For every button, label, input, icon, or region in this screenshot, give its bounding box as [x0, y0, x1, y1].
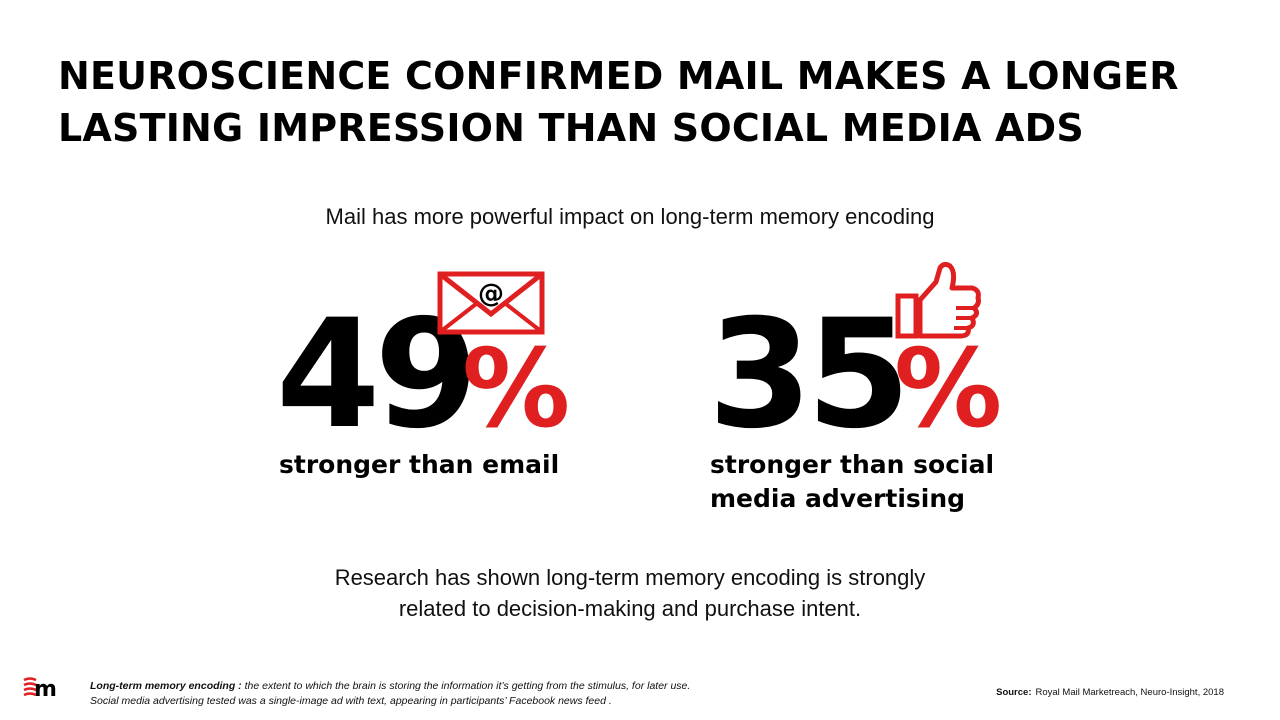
footnote-definition: the extent to which the brain is storing… [241, 680, 691, 692]
slide-subtitle: Mail has more powerful impact on long-te… [325, 204, 935, 229]
stat-label-line-1: stronger than social [710, 450, 995, 479]
footnote-line-1: Long-term memory encoding : the extent t… [90, 679, 890, 694]
research-statement: Research has shown long-term memory enco… [0, 562, 1260, 624]
stat-value: 35 [708, 288, 911, 462]
svg-text:@: @ [478, 279, 504, 309]
source-text: Royal Mail Marketreach, Neuro-Insight, 2… [1035, 687, 1224, 698]
stat-label-line-2: media advertising [710, 484, 966, 513]
footnote-line-2: Social media advertising tested was a si… [90, 695, 612, 707]
slide-title: NEUROSCIENCE CONFIRMED MAIL MAKES A LONG… [58, 54, 1179, 150]
research-line-2: related to decision-making and purchase … [398, 596, 862, 621]
source-citation: Source: Royal Mail Marketreach, Neuro-Ins… [996, 687, 1224, 698]
research-line-1: Research has shown long-term memory enco… [334, 565, 926, 590]
footnote: Long-term memory encoding : the extent t… [90, 679, 890, 709]
svg-text:m: m [34, 677, 57, 698]
marketreach-m-logo-icon: m [23, 677, 57, 698]
footnote-term: Long-term memory encoding : [90, 680, 242, 692]
envelope-at-icon: @ [437, 271, 545, 335]
stat-percent-sign: % [894, 327, 1003, 452]
stat-label: stronger than email [279, 450, 560, 479]
stat-percent-sign: % [462, 327, 571, 452]
thumbs-up-icon [895, 262, 981, 339]
source-label: Source: [996, 687, 1032, 698]
